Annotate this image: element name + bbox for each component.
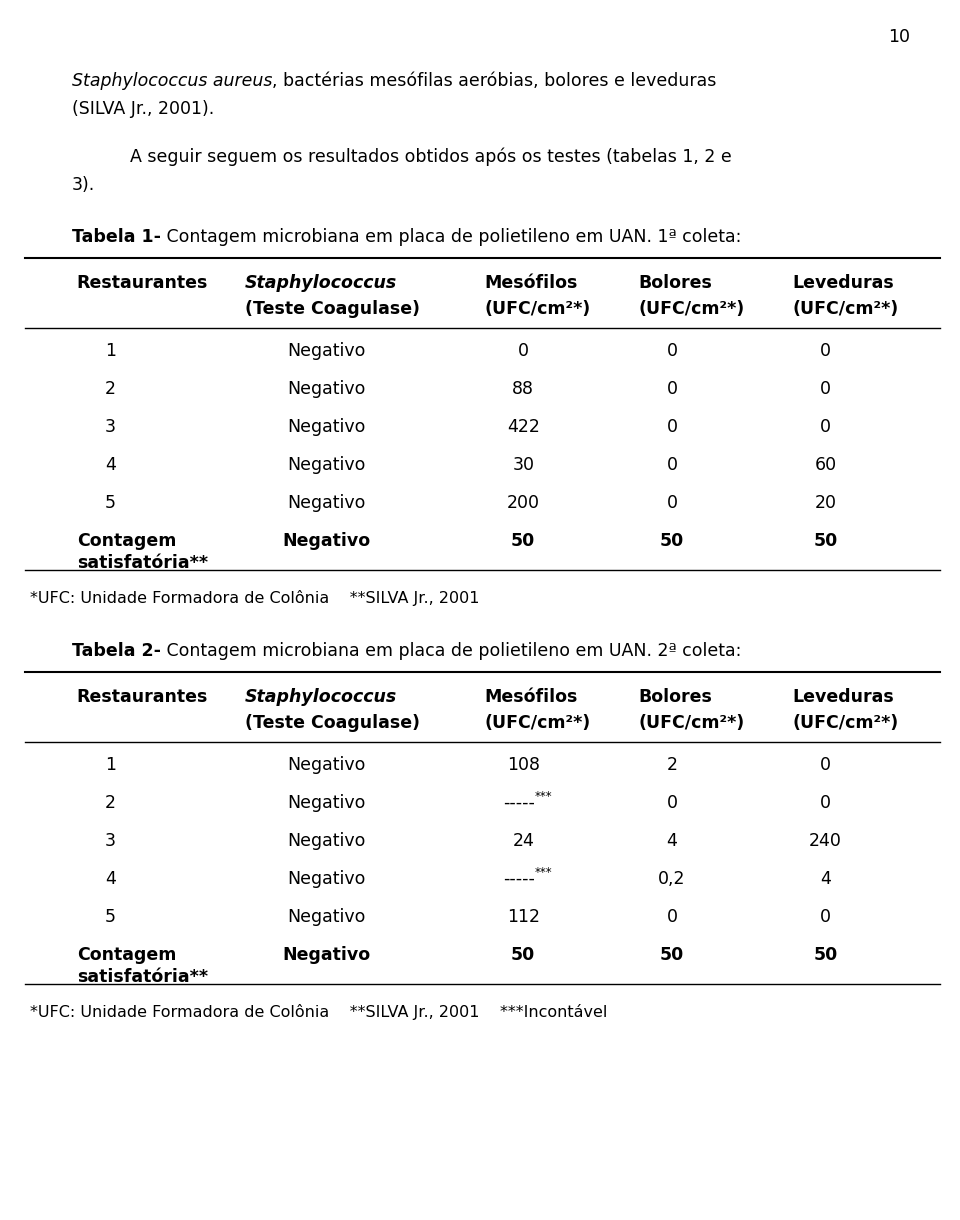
Text: satisfatória**: satisfatória** <box>77 967 208 986</box>
Text: 0: 0 <box>666 908 678 926</box>
Text: 3: 3 <box>105 418 116 436</box>
Text: 60: 60 <box>814 456 837 475</box>
Text: (UFC/cm²*): (UFC/cm²*) <box>638 714 745 732</box>
Text: 240: 240 <box>809 832 842 850</box>
Text: 0: 0 <box>820 342 831 360</box>
Text: 5: 5 <box>105 908 116 926</box>
Text: Mesófilos: Mesófilos <box>485 688 578 706</box>
Text: 3: 3 <box>105 832 116 850</box>
Text: Restaurantes: Restaurantes <box>77 688 208 706</box>
Text: 2: 2 <box>105 794 116 813</box>
Text: ***: *** <box>535 791 553 803</box>
Text: (UFC/cm²*): (UFC/cm²*) <box>792 714 899 732</box>
Text: *UFC: Unidade Formadora de Colônia    **SILVA Jr., 2001    ***Incontável: *UFC: Unidade Formadora de Colônia **SIL… <box>30 1004 608 1020</box>
Text: 0: 0 <box>820 908 831 926</box>
Text: Negativo: Negativo <box>287 379 366 398</box>
Text: Mesófilos: Mesófilos <box>485 274 578 292</box>
Text: 0: 0 <box>666 342 678 360</box>
Text: 3).: 3). <box>72 176 95 194</box>
Text: 50: 50 <box>511 532 536 550</box>
Text: 0: 0 <box>517 342 529 360</box>
Text: 4: 4 <box>105 456 116 475</box>
Text: Negativo: Negativo <box>287 456 366 475</box>
Text: 200: 200 <box>507 494 540 512</box>
Text: Staphylococcus: Staphylococcus <box>245 274 397 292</box>
Text: 0: 0 <box>666 418 678 436</box>
Text: 88: 88 <box>513 379 534 398</box>
Text: (SILVA Jr., 2001).: (SILVA Jr., 2001). <box>72 100 214 118</box>
Text: Contagem microbiana em placa de polietileno em UAN. 1ª coleta:: Contagem microbiana em placa de polietil… <box>161 228 741 246</box>
Text: 24: 24 <box>513 832 534 850</box>
Text: Leveduras: Leveduras <box>792 274 894 292</box>
Text: Contagem: Contagem <box>77 532 177 550</box>
Text: 422: 422 <box>507 418 540 436</box>
Text: Contagem microbiana em placa de polietileno em UAN. 2ª coleta:: Contagem microbiana em placa de polietil… <box>161 642 741 660</box>
Text: (Teste Coagulase): (Teste Coagulase) <box>245 300 420 318</box>
Text: Negativo: Negativo <box>282 532 371 550</box>
Text: 50: 50 <box>813 946 838 964</box>
Text: 30: 30 <box>513 456 534 475</box>
Text: Bolores: Bolores <box>638 688 712 706</box>
Text: Restaurantes: Restaurantes <box>77 274 208 292</box>
Text: 20: 20 <box>815 494 836 512</box>
Text: Negativo: Negativo <box>287 494 366 512</box>
Text: (UFC/cm²*): (UFC/cm²*) <box>792 300 899 318</box>
Text: -----: ----- <box>503 870 535 888</box>
Text: Tabela 2-: Tabela 2- <box>72 642 161 660</box>
Text: (UFC/cm²*): (UFC/cm²*) <box>485 300 591 318</box>
Text: 50: 50 <box>660 946 684 964</box>
Text: 1: 1 <box>105 342 116 360</box>
Text: Negativo: Negativo <box>287 756 366 773</box>
Text: -----: ----- <box>503 794 535 813</box>
Text: 0: 0 <box>666 794 678 813</box>
Text: 2: 2 <box>105 379 116 398</box>
Text: (Teste Coagulase): (Teste Coagulase) <box>245 714 420 732</box>
Text: Negativo: Negativo <box>287 342 366 360</box>
Text: 4: 4 <box>666 832 678 850</box>
Text: Staphylococcus: Staphylococcus <box>245 688 397 706</box>
Text: 0: 0 <box>820 756 831 773</box>
Text: 50: 50 <box>813 532 838 550</box>
Text: Bolores: Bolores <box>638 274 712 292</box>
Text: Contagem: Contagem <box>77 946 177 964</box>
Text: Tabela 1-: Tabela 1- <box>72 228 161 246</box>
Text: 0: 0 <box>820 418 831 436</box>
Text: 50: 50 <box>660 532 684 550</box>
Text: 1: 1 <box>105 756 116 773</box>
Text: A seguir seguem os resultados obtidos após os testes (tabelas 1, 2 e: A seguir seguem os resultados obtidos ap… <box>130 148 732 166</box>
Text: (UFC/cm²*): (UFC/cm²*) <box>485 714 591 732</box>
Text: 2: 2 <box>666 756 678 773</box>
Text: ***: *** <box>535 866 553 878</box>
Text: 10: 10 <box>888 28 910 46</box>
Text: 0: 0 <box>666 379 678 398</box>
Text: Negativo: Negativo <box>287 870 366 888</box>
Text: Staphylococcus aureus: Staphylococcus aureus <box>72 72 273 90</box>
Text: 0: 0 <box>666 494 678 512</box>
Text: 5: 5 <box>105 494 116 512</box>
Text: 0,2: 0,2 <box>659 870 685 888</box>
Text: Negativo: Negativo <box>287 908 366 926</box>
Text: 0: 0 <box>820 794 831 813</box>
Text: 0: 0 <box>820 379 831 398</box>
Text: 0: 0 <box>666 456 678 475</box>
Text: 4: 4 <box>105 870 116 888</box>
Text: , bactérias mesófilas aeróbias, bolores e leveduras: , bactérias mesófilas aeróbias, bolores … <box>273 72 717 90</box>
Text: Leveduras: Leveduras <box>792 688 894 706</box>
Text: 4: 4 <box>820 870 831 888</box>
Text: Negativo: Negativo <box>287 418 366 436</box>
Text: 112: 112 <box>507 908 540 926</box>
Text: (UFC/cm²*): (UFC/cm²*) <box>638 300 745 318</box>
Text: 108: 108 <box>507 756 540 773</box>
Text: *UFC: Unidade Formadora de Colônia    **SILVA Jr., 2001: *UFC: Unidade Formadora de Colônia **SIL… <box>30 590 479 606</box>
Text: Negativo: Negativo <box>287 832 366 850</box>
Text: Negativo: Negativo <box>287 794 366 813</box>
Text: 50: 50 <box>511 946 536 964</box>
Text: Negativo: Negativo <box>282 946 371 964</box>
Text: satisfatória**: satisfatória** <box>77 554 208 572</box>
